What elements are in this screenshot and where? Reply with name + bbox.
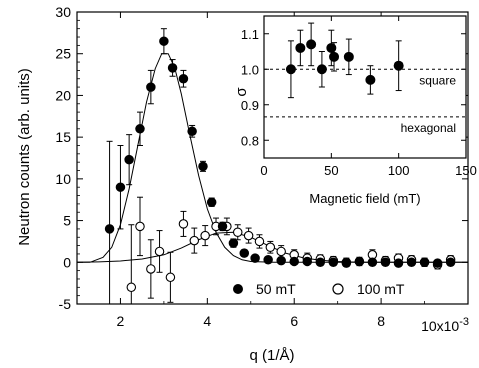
inset-data-point [343, 51, 354, 62]
inset-reference-lines: square hexagonal [264, 68, 466, 135]
data-point [243, 230, 254, 241]
data-point [254, 236, 265, 247]
data-point [289, 256, 299, 267]
data-point [135, 124, 145, 134]
data-point [165, 272, 176, 283]
inset-x-tick-label: 0 [260, 163, 267, 178]
inset-x-tick-label: 50 [324, 163, 338, 178]
data-point [276, 255, 286, 266]
data-point [178, 219, 189, 229]
data-point [419, 257, 430, 268]
legend-marker-50mt [233, 284, 243, 294]
inset-x-tick-label: 100 [388, 163, 410, 178]
inset-y-axis-label: σ [233, 87, 250, 97]
x-axis-label: q (1/Å) [249, 347, 294, 364]
data-point [167, 63, 178, 73]
data-point [367, 257, 378, 268]
data-point [146, 264, 156, 274]
data-point [206, 197, 217, 207]
y-tick-label: 0 [63, 254, 71, 270]
data-point [124, 154, 134, 165]
data-point [159, 36, 169, 46]
data-point [393, 258, 404, 268]
legend: 50 mT 100 mT [233, 281, 405, 297]
inset-data-series [285, 22, 404, 99]
main-plot-frame [76, 11, 469, 305]
data-point [135, 221, 145, 232]
inset-data-point [285, 64, 296, 75]
data-point [200, 230, 210, 241]
data-point [189, 235, 200, 246]
inset-data-point [295, 42, 306, 53]
inset-y-tick-label: 1.1 [241, 27, 259, 42]
y-tick-label: 15 [55, 129, 71, 145]
reference-label-hexagonal: hexagonal [401, 121, 456, 135]
data-point [187, 126, 197, 137]
x-tick-label: 4 [203, 313, 211, 329]
inset-data-point [326, 42, 337, 53]
data-point [302, 256, 313, 267]
inset-data-point [316, 64, 327, 75]
y-axis-label: Neutron counts (arb. units) [16, 68, 33, 246]
data-point [154, 246, 165, 257]
data-point [341, 258, 352, 268]
inset-data-point [329, 51, 340, 62]
data-point [445, 257, 456, 268]
data-point [115, 182, 126, 192]
inset-data-point [306, 39, 317, 50]
x-tick-label: 8 [377, 313, 385, 329]
main-axis-ticks: -5 0 5 10 15 20 25 30 2 4 6 8 [55, 4, 469, 329]
inset-x-axis-label: Magnetic field (mT) [309, 191, 420, 206]
data-point [239, 248, 250, 258]
y-tick-label: 5 [63, 213, 71, 229]
data-point [126, 282, 137, 293]
data-point [315, 257, 326, 268]
data-point [432, 258, 443, 268]
inset-axis-ticks: 0.8 0.9 1.0 1.1 0 50 100 150 [241, 16, 477, 178]
x-tick-label: 2 [117, 313, 125, 329]
y-tick-label: 25 [55, 46, 71, 62]
y-tick-label: -5 [59, 296, 72, 312]
data-point [198, 161, 208, 172]
inset-plot-frame [263, 15, 467, 159]
legend-marker-100mt [332, 283, 344, 295]
legend-label-50mt: 50 mT [256, 281, 296, 297]
inset-y-tick-label: 0.8 [241, 133, 259, 148]
main-data-series [104, 28, 456, 305]
data-point [228, 238, 239, 248]
y-tick-label: 20 [55, 87, 71, 103]
inset-y-tick-label: 0.9 [241, 98, 259, 113]
inset-x-tick-label: 150 [455, 163, 477, 178]
data-point [380, 257, 391, 268]
inset-data-point [393, 60, 404, 71]
data-point [263, 255, 273, 265]
legend-label-100mt: 100 mT [357, 281, 405, 297]
data-point [217, 221, 228, 232]
data-point [328, 257, 339, 268]
x-exponent-label: 10x10-3 [421, 316, 469, 334]
data-point [354, 256, 365, 267]
x-tick-label: 6 [290, 313, 298, 329]
data-point [250, 253, 260, 263]
y-tick-label: 10 [55, 171, 71, 187]
series-50-mt [104, 28, 456, 305]
data-point [265, 242, 276, 253]
data-point [146, 82, 156, 92]
data-point [232, 227, 243, 238]
data-point [276, 246, 286, 257]
y-tick-label: 30 [55, 4, 71, 20]
reference-label-square: square [419, 73, 456, 87]
data-point [178, 73, 189, 84]
inset-y-tick-label: 1.0 [241, 62, 259, 77]
data-point [406, 257, 417, 268]
inset-data-point [365, 74, 376, 85]
data-point [104, 224, 115, 234]
